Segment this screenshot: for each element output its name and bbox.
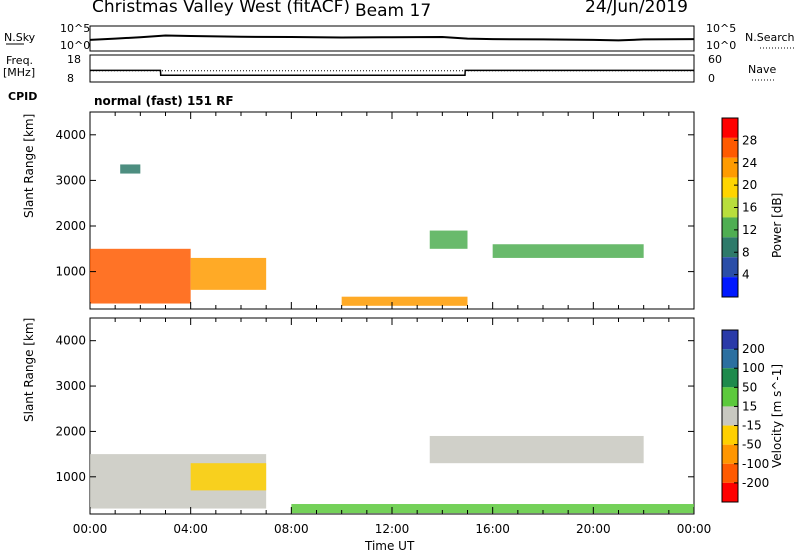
freq-tick-bottom: 8 xyxy=(67,72,74,85)
velocity_panel-colorbar-seg-8 xyxy=(722,482,738,502)
x-tick-label-1: 04:00 xyxy=(173,522,208,536)
velocity_panel-ytick-label-1: 3000 xyxy=(55,379,86,393)
velocity_panel-colorbar-seg-7 xyxy=(722,463,738,483)
power_panel-colorbar-seg-7 xyxy=(722,257,738,278)
velocity_panel-colorbar-label-7: -200 xyxy=(742,476,769,490)
power_panel-colorbar-label-5: 8 xyxy=(742,245,750,259)
power_panel-colorbar-seg-1 xyxy=(722,137,738,158)
power_panel-region-2 xyxy=(341,296,468,306)
power_panel-colorbar-seg-6 xyxy=(722,237,738,258)
nave-tick-top: 60 xyxy=(708,53,722,66)
velocity_panel-ytick-label-3: 1000 xyxy=(55,470,86,484)
power_panel-colorbar-label-3: 16 xyxy=(742,201,757,215)
nave-label: Nave xyxy=(748,63,777,76)
velocity_panel-ytick-label-0: 4000 xyxy=(55,334,86,348)
velocity_panel-colorbar-seg-6 xyxy=(722,444,738,464)
velocity_panel-region-3 xyxy=(429,435,644,464)
freq-unit-label: [MHz] xyxy=(3,66,36,79)
power_panel-region-1 xyxy=(190,257,267,290)
cpid-mode-text: normal (fast) 151 RF xyxy=(94,94,234,108)
power_panel-colorbar-label-0: 28 xyxy=(742,133,757,147)
power_panel-region-5 xyxy=(120,164,141,174)
freq-series-line xyxy=(90,69,694,76)
x-tick-label-0: 00:00 xyxy=(73,522,108,536)
date-label: 24/Jun/2019 xyxy=(585,0,688,17)
power_panel-colorbar-label-1: 24 xyxy=(742,156,757,170)
freq-panel-frame xyxy=(89,54,695,83)
power_panel-colorbar-label-2: 20 xyxy=(742,178,757,192)
x-tick-label-4: 16:00 xyxy=(475,522,510,536)
power_panel-ytick-label-0: 4000 xyxy=(55,128,86,142)
power_panel-colorbar-label-6: 4 xyxy=(742,268,750,282)
nsearch-tick-bottom: 10^0 xyxy=(706,39,737,52)
freq-tick-top: 18 xyxy=(67,53,81,66)
velocity_panel-ytick-label-2: 2000 xyxy=(55,424,86,438)
power_panel-region-3 xyxy=(429,230,468,249)
nsearch-label: N.Search xyxy=(745,31,795,44)
velocity_panel-colorbar-seg-4 xyxy=(722,406,738,426)
power_panel-region-4 xyxy=(492,244,644,258)
power_panel-colorbar-seg-8 xyxy=(722,277,738,297)
velocity_panel-colorbar-label-1: 100 xyxy=(742,361,765,375)
velocity_panel-colorbar-label-0: 200 xyxy=(742,342,765,356)
freq-label: Freq. xyxy=(6,54,34,67)
power_panel-ytick-label-3: 1000 xyxy=(55,265,86,279)
velocity_panel-colorbar-seg-2 xyxy=(722,368,738,388)
nsky-panel-frame xyxy=(89,25,695,52)
velocity_panel-colorbar-seg-0 xyxy=(722,330,738,350)
velocity_panel-colorbar-seg-1 xyxy=(722,349,738,369)
power_panel-colorbar-seg-3 xyxy=(722,177,738,198)
beam-label: Beam 17 xyxy=(355,1,432,21)
x-axis-title: Time UT xyxy=(365,539,415,553)
nsky-label: N.Sky xyxy=(4,31,36,44)
power_panel-colorbar-label-4: 12 xyxy=(742,223,757,237)
velocity_panel-colorbar-seg-5 xyxy=(722,425,738,445)
nsearch-tick-top: 10^5 xyxy=(706,22,737,35)
radar-title: Christmas Valley West (fitACF) xyxy=(92,0,351,17)
power_panel-ytick-label-2: 2000 xyxy=(55,219,86,233)
power_panel-colorbar-seg-0 xyxy=(722,118,738,138)
velocity_panel-colorbar-label-3: 15 xyxy=(742,399,757,413)
power_panel-region-0 xyxy=(90,248,191,304)
velocity_panel-colorbar-label-4: -15 xyxy=(742,419,762,433)
velocity_panel-colorbar-label-6: -100 xyxy=(742,457,769,471)
velocity_panel-colorbar-label-5: -50 xyxy=(742,438,762,452)
velocity_panel-colorbar-frame xyxy=(721,329,739,503)
velocity_panel-region-1 xyxy=(190,463,267,491)
nsky-series-line xyxy=(89,34,695,42)
power_panel-colorbar-seg-4 xyxy=(722,197,738,218)
x-tick-label-2: 08:00 xyxy=(274,522,309,536)
power_panel-ytick-label-1: 3000 xyxy=(55,173,86,187)
power_panel-colorbar-seg-2 xyxy=(722,157,738,178)
nsky-tick-top: 10^5 xyxy=(60,22,91,35)
x-tick-label-5: 20:00 xyxy=(576,522,611,536)
x-tick-label-3: 12:00 xyxy=(375,522,410,536)
power_panel-colorbar-seg-5 xyxy=(722,217,738,238)
x-tick-label-6: 00:00 xyxy=(677,522,712,536)
velocity_panel-colorbar-seg-3 xyxy=(722,387,738,407)
nave-tick-bottom: 0 xyxy=(708,72,715,85)
nsky-tick-bottom: 10^0 xyxy=(60,39,91,52)
velocity_panel-colorbar-label-2: 50 xyxy=(742,380,757,394)
cpid-label: CPID xyxy=(8,90,38,103)
